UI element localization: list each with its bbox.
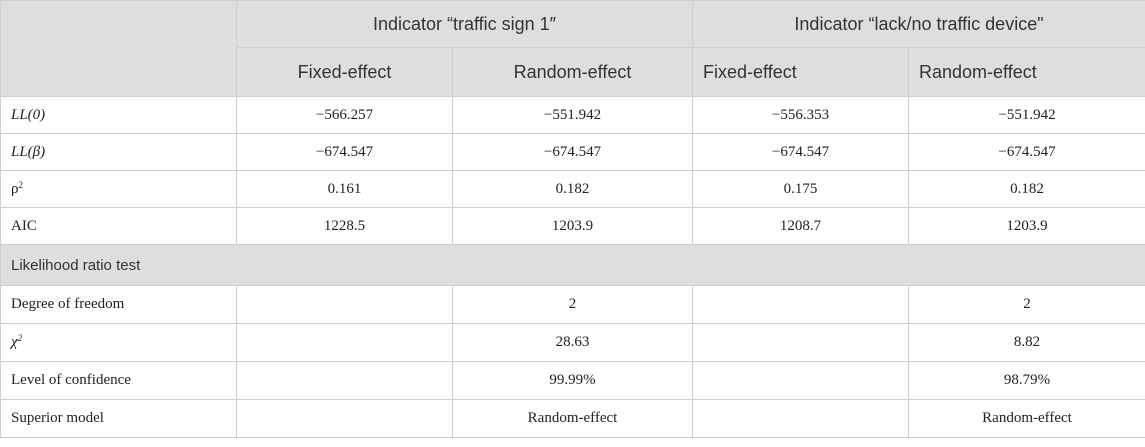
row-label: Superior model xyxy=(0,399,237,438)
subheader-random-effect-2: Random-effect xyxy=(907,47,1145,97)
row-label-symbol: χ xyxy=(11,334,18,350)
group-header-no-traffic-device: Indicator “lack/no traffic device" xyxy=(691,0,1145,48)
row-label: AIC xyxy=(0,207,237,245)
row-label: LL(β) xyxy=(0,133,237,171)
table-cell: 98.79% xyxy=(907,361,1145,400)
subheader-fixed-effect-1: Fixed-effect xyxy=(236,47,453,97)
table-cell xyxy=(236,361,453,400)
table-cell: −674.547 xyxy=(692,133,909,171)
table-cell: −566.257 xyxy=(236,96,453,134)
table-cell: 1228.5 xyxy=(236,207,453,245)
table-cell: 1208.7 xyxy=(692,207,909,245)
subheader-fixed-effect-2: Fixed-effect xyxy=(692,47,909,97)
subheader-random-effect-1: Random-effect xyxy=(452,47,693,97)
table-cell: 0.182 xyxy=(907,170,1145,208)
table-cell: 0.182 xyxy=(452,170,693,208)
row-label-symbol: ρ xyxy=(11,180,19,197)
table-cell: 1203.9 xyxy=(907,207,1145,245)
table-cell xyxy=(236,399,453,438)
table-cell xyxy=(692,285,909,324)
table-cell: 99.99% xyxy=(452,361,693,400)
table-row-level-of-confidence: Level of confidence 99.99% 98.79% xyxy=(0,361,1145,400)
row-label: Degree of freedom xyxy=(0,285,237,324)
table-cell xyxy=(692,361,909,400)
table-cell: −674.547 xyxy=(907,133,1145,171)
table-row-degree-of-freedom: Degree of freedom 2 2 xyxy=(0,285,1145,324)
table-cell xyxy=(692,323,909,362)
table-cell xyxy=(236,323,453,362)
table-cell: 1203.9 xyxy=(452,207,693,245)
table-cell: −556.353 xyxy=(692,96,909,134)
table-row-superior-model: Superior model Random-effect Random-effe… xyxy=(0,399,1145,438)
table-row-aic: AIC 1228.5 1203.9 1208.7 1203.9 xyxy=(0,207,1145,245)
table-row-rho-squared: ρ2 0.161 0.182 0.175 0.182 xyxy=(0,170,1145,208)
table-cell: 2 xyxy=(907,285,1145,324)
corner-header-cell xyxy=(0,0,237,97)
table-cell: 0.175 xyxy=(692,170,909,208)
row-label-superscript: 2 xyxy=(17,333,23,343)
table-cell: 8.82 xyxy=(907,323,1145,362)
table-cell: 2 xyxy=(452,285,693,324)
row-label-superscript: 2 xyxy=(18,179,24,190)
table-cell: −674.547 xyxy=(452,133,693,171)
row-label: ρ2 xyxy=(0,170,237,208)
table-row-ll0: LL(0) −566.257 −551.942 −556.353 −551.94… xyxy=(0,96,1145,134)
table-cell xyxy=(236,285,453,324)
row-label: χ2 xyxy=(0,323,237,362)
table-row-chi-squared: χ2 28.63 8.82 xyxy=(0,323,1145,362)
row-label: LL(0) xyxy=(0,96,237,134)
table-cell xyxy=(692,399,909,438)
row-label: Level of confidence xyxy=(0,361,237,400)
group-header-traffic-sign: Indicator “traffic sign 1″ xyxy=(236,0,693,48)
table-cell: −551.942 xyxy=(452,96,693,134)
table-row-llbeta: LL(β) −674.547 −674.547 −674.547 −674.54… xyxy=(0,133,1145,171)
table-cell: 28.63 xyxy=(452,323,693,362)
results-table: Indicator “traffic sign 1″ Indicator “la… xyxy=(0,0,1145,438)
table-cell: Random-effect xyxy=(907,399,1145,438)
section-header-likelihood-ratio-test: Likelihood ratio test xyxy=(0,244,1145,286)
table-cell: Random-effect xyxy=(452,399,693,438)
table-cell: −674.547 xyxy=(236,133,453,171)
table-cell: 0.161 xyxy=(236,170,453,208)
table-cell: −551.942 xyxy=(907,96,1145,134)
